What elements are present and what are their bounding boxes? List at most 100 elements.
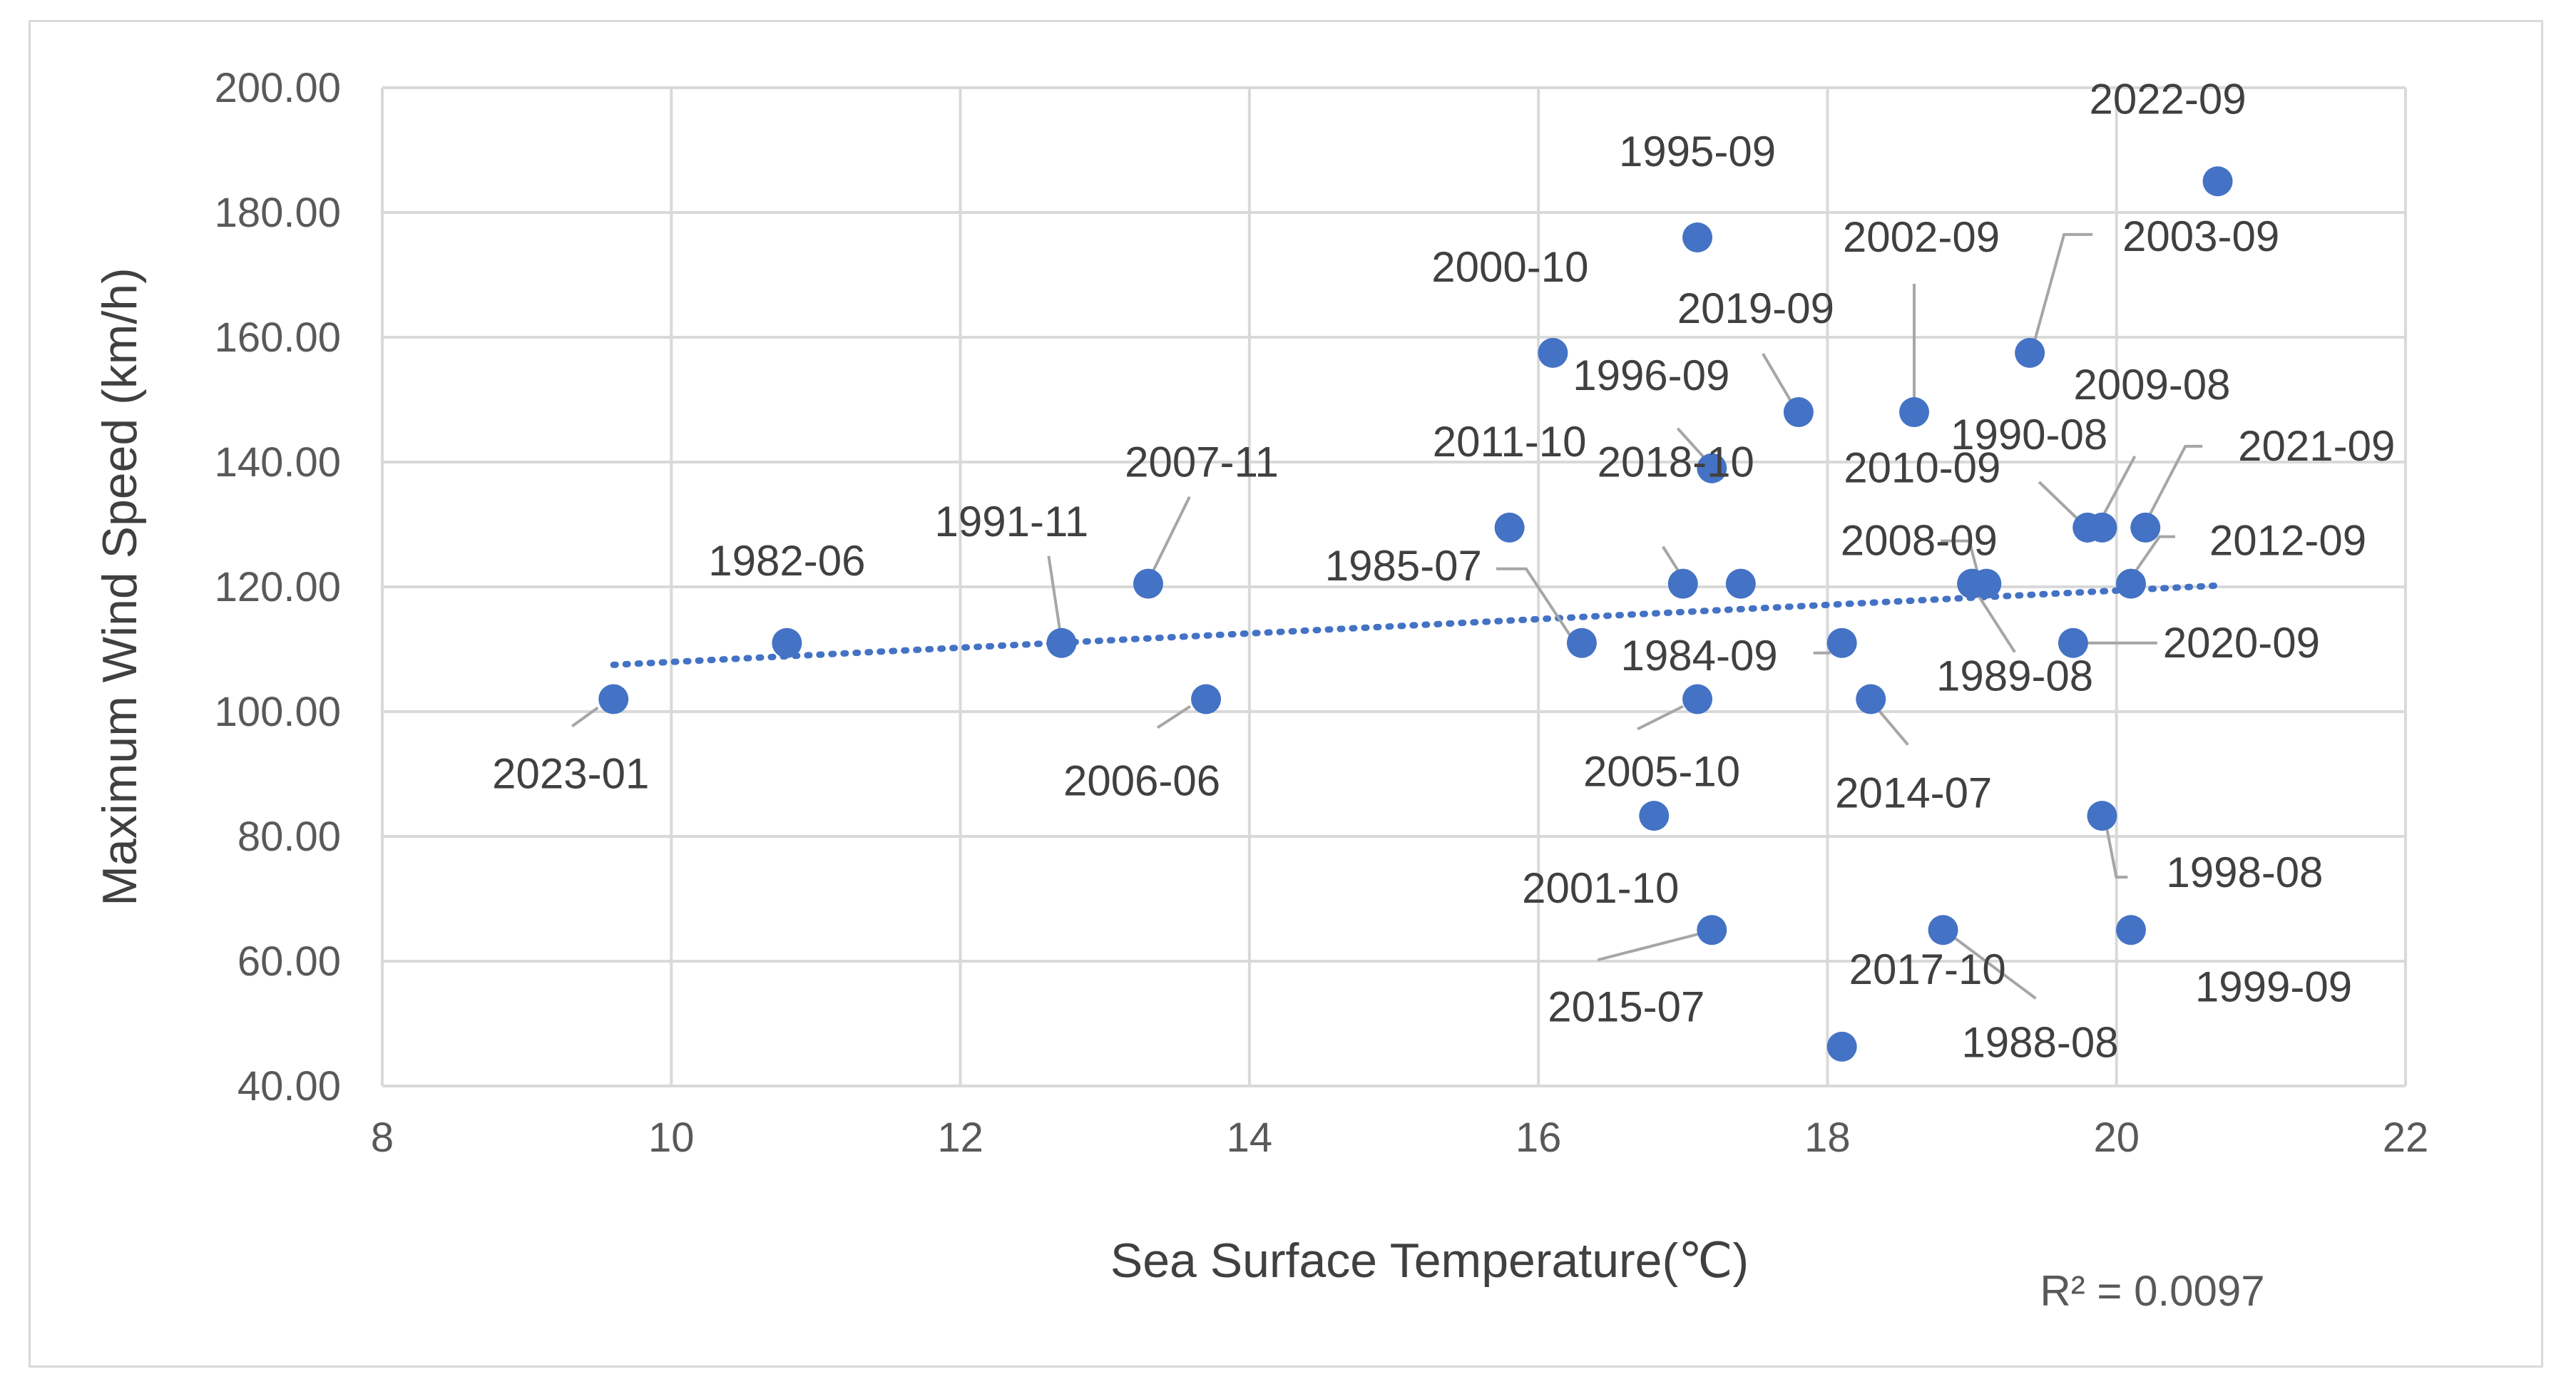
data-label: 2015-07 — [1548, 983, 1704, 1030]
y-tick-label: 180.00 — [215, 190, 341, 236]
data-point — [1971, 568, 2002, 599]
y-tick-label: 80.00 — [237, 814, 341, 860]
data-label: 2006-06 — [1063, 757, 1220, 805]
data-label: 2017-10 — [1849, 946, 2006, 993]
data-label: 2020-09 — [2163, 619, 2320, 667]
data-point — [1783, 397, 1814, 427]
data-point — [1682, 222, 1713, 252]
leader-line — [1047, 555, 1062, 632]
data-label: 2005-10 — [1583, 748, 1740, 796]
data-label: 1989-08 — [1936, 652, 2093, 700]
leader-line — [571, 706, 599, 728]
data-point — [2087, 801, 2117, 831]
data-label: 2023-01 — [492, 750, 649, 798]
data-point — [2130, 512, 2161, 543]
data-label: 1985-07 — [1325, 542, 1482, 590]
trendline-layer — [610, 582, 2222, 668]
data-label: 1996-09 — [1573, 352, 1729, 399]
scatter-chart: 1982-06 2023-01 1991-11 2007-11 2006-06 2011-… — [93, 65, 2429, 1315]
data-point — [1046, 627, 1077, 658]
leader-line — [1151, 496, 1191, 573]
data-point — [1494, 512, 1525, 543]
y-tick-label: 100.00 — [215, 689, 341, 735]
y-axis-title: Maximum Wind Speed (km/h) — [93, 267, 147, 906]
data-label: 2021-09 — [2238, 422, 2395, 470]
data-point — [2087, 512, 2117, 543]
data-label: 2019-09 — [1677, 285, 1834, 332]
data-point — [2115, 915, 2146, 946]
data-point — [1682, 684, 1713, 714]
y-tick-label: 40.00 — [237, 1063, 341, 1110]
y-tick-label: 60.00 — [237, 938, 341, 985]
leader-line — [1597, 933, 1698, 962]
data-label: 2003-09 — [2122, 212, 2279, 260]
data-point — [1826, 627, 1857, 658]
chart-frame: 1982-06 2023-01 1991-11 2007-11 2006-06 2011-… — [29, 20, 2543, 1368]
data-point — [2115, 568, 2146, 599]
data-point — [1667, 568, 1698, 599]
data-label: 2010-09 — [1844, 444, 2000, 492]
leader-line — [2105, 825, 2128, 879]
data-label: 1988-08 — [1961, 1018, 2118, 1066]
data-labels: 1982-06 2023-01 1991-11 2007-11 2006-06 2011-… — [492, 75, 2395, 1066]
data-label: 2018-10 — [1598, 439, 1754, 486]
data-point — [598, 684, 629, 714]
x-tick-label: 8 — [371, 1114, 394, 1161]
data-label: 1999-09 — [2195, 963, 2352, 1010]
data-label: 2002-09 — [1843, 213, 2000, 261]
y-tick-label: 160.00 — [215, 314, 341, 361]
data-point — [1725, 568, 1756, 599]
data-point — [772, 627, 802, 658]
leader-line — [2100, 455, 2137, 518]
data-point — [2202, 166, 2233, 197]
data-label: 2011-10 — [1433, 418, 1587, 466]
data-point — [1566, 627, 1597, 658]
leader-lines — [571, 232, 2203, 1000]
data-point — [1928, 915, 1958, 946]
leader-line — [2033, 232, 2093, 344]
x-tick-label: 14 — [1227, 1114, 1273, 1161]
leader-line — [1637, 704, 1684, 731]
leader-line — [2132, 535, 2175, 575]
data-label: 2007-11 — [1125, 439, 1279, 486]
data-point — [1191, 684, 1222, 714]
data-label: 2008-09 — [1841, 517, 1998, 565]
leader-line — [1875, 707, 1909, 746]
data-points — [598, 166, 2233, 1062]
data-label: 2012-09 — [2209, 517, 2366, 565]
data-label: 1982-06 — [708, 537, 865, 585]
data-label: 2001-10 — [1522, 864, 1679, 912]
x-tick-label: 18 — [1804, 1114, 1851, 1161]
leader-line — [1662, 545, 1682, 575]
data-point — [1856, 684, 1886, 714]
data-label: 2014-07 — [1835, 769, 1992, 817]
leader-line — [2038, 481, 2079, 521]
x-tick-label: 16 — [1516, 1114, 1562, 1161]
data-point — [1899, 397, 1930, 427]
data-point — [2058, 627, 2088, 658]
tick-labels: 8 10 12 14 16 18 20 22 40.00 60.00 80.00 100.00 120.… — [215, 65, 2429, 1161]
data-label: 2009-08 — [2073, 361, 2230, 409]
x-tick-label: 12 — [937, 1114, 983, 1161]
data-point — [1133, 568, 1164, 599]
data-point — [1639, 801, 1670, 831]
leader-line — [1496, 567, 1572, 637]
data-point — [1697, 915, 1727, 946]
data-label: 2022-09 — [2089, 75, 2246, 123]
data-label: 1984-09 — [1620, 632, 1777, 680]
leader-line — [1975, 591, 2016, 653]
data-label: 1990-08 — [1951, 411, 2107, 458]
x-tick-label: 20 — [2093, 1114, 2140, 1161]
data-label: 1991-11 — [935, 498, 1089, 545]
y-tick-label: 140.00 — [215, 439, 341, 486]
leader-line — [1676, 427, 1706, 460]
data-label: 1998-08 — [2166, 849, 2323, 896]
data-label: 2000-10 — [1431, 243, 1588, 291]
leader-line — [2147, 444, 2203, 518]
x-axis-title: Sea Surface Temperature(℃) — [1110, 1234, 1749, 1288]
leader-line — [1951, 934, 2037, 1000]
data-label: 1995-09 — [1619, 128, 1776, 175]
x-tick-label: 10 — [648, 1114, 695, 1161]
leader-line — [1762, 352, 1793, 404]
trendline — [610, 582, 2222, 668]
